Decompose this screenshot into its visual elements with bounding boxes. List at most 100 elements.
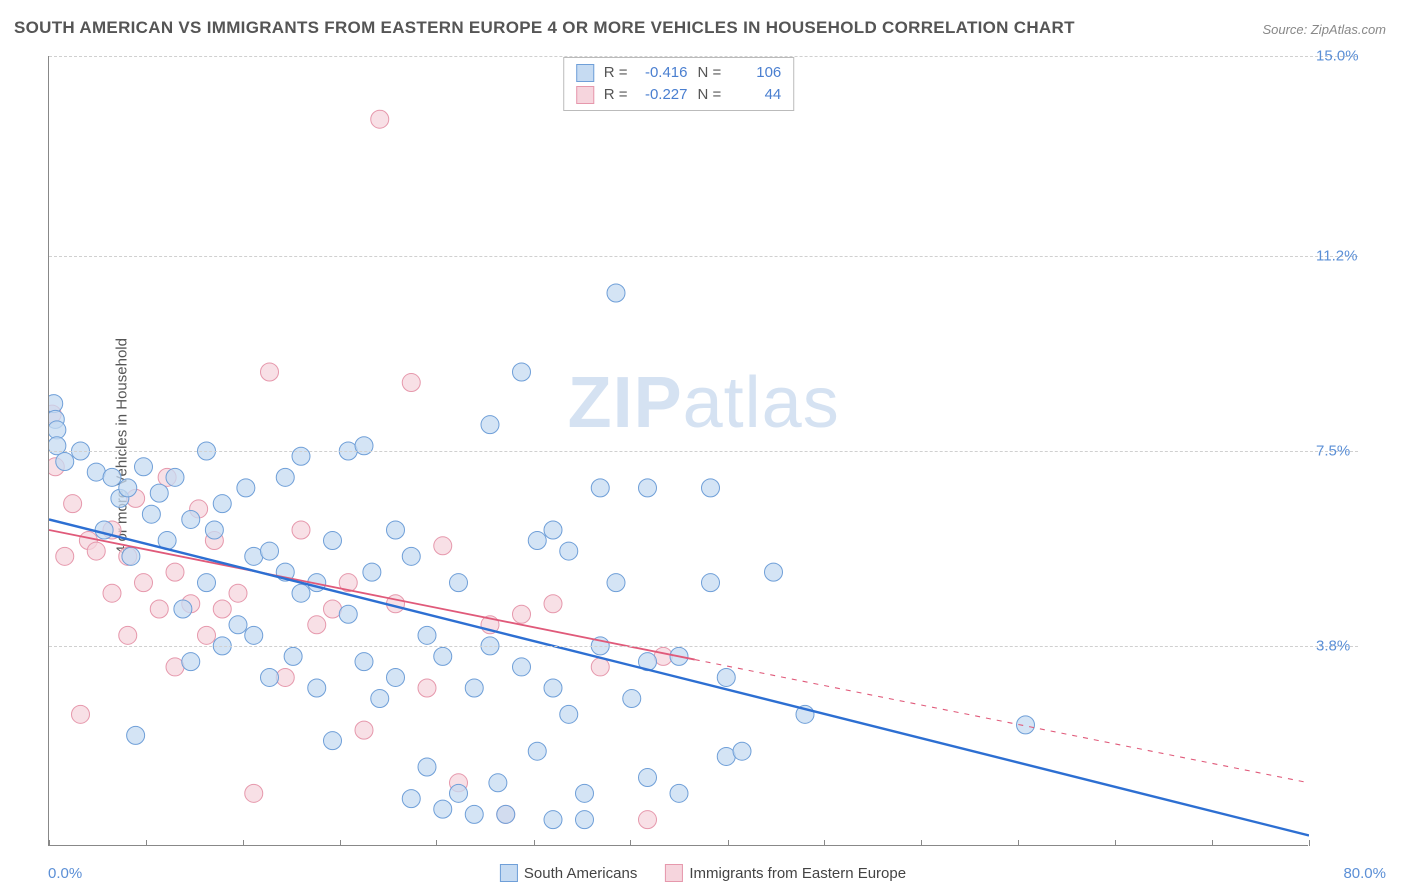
legend-bottom: South Americans Immigrants from Eastern … [500,864,906,882]
data-point-s1 [237,479,255,497]
data-point-s2 [497,805,515,823]
n-value-2: 44 [731,84,781,106]
data-point-s1 [276,468,294,486]
gridline-h [49,451,1358,452]
legend-item-2: Immigrants from Eastern Europe [665,864,906,882]
x-tick [630,840,631,846]
data-point-s1 [639,769,657,787]
data-point-s1 [402,790,420,808]
data-point-s1 [717,668,735,686]
x-tick [340,840,341,846]
data-point-s1 [402,547,420,565]
data-point-s2 [591,658,609,676]
data-point-s2 [308,616,326,634]
data-point-s1 [560,705,578,723]
data-point-s2 [119,626,137,644]
data-point-s1 [150,484,168,502]
data-point-s2 [261,363,279,381]
data-point-s2 [418,679,436,697]
data-point-s2 [450,774,468,792]
n-label: N = [698,62,722,84]
data-point-s1 [1017,716,1035,734]
data-point-s2 [182,595,200,613]
data-point-s1 [324,732,342,750]
data-point-s1 [182,653,200,671]
data-point-s2 [434,537,452,555]
x-tick [728,840,729,846]
swatch-series1 [500,864,518,882]
data-point-s1 [245,626,263,644]
data-point-s1 [481,416,499,434]
data-point-s1 [229,616,247,634]
x-tick [921,840,922,846]
swatch-series2 [665,864,683,882]
data-point-s1 [49,410,64,428]
data-point-s1 [418,626,436,644]
data-point-s1 [182,510,200,528]
chart-title: SOUTH AMERICAN VS IMMIGRANTS FROM EASTER… [14,18,1075,38]
data-point-s2 [79,532,97,550]
data-point-s1 [702,574,720,592]
data-point-s2 [544,595,562,613]
data-point-s1 [639,653,657,671]
stats-row-2: R = -0.227 N = 44 [576,84,782,106]
swatch-series1 [576,64,594,82]
legend-label-2: Immigrants from Eastern Europe [689,865,906,882]
plot-area: ZIPatlas R = -0.416 N = 106 R = -0.227 N… [48,56,1308,846]
x-tick [534,840,535,846]
stats-legend-box: R = -0.416 N = 106 R = -0.227 N = 44 [563,57,795,111]
x-axis-max-label: 80.0% [1343,865,1386,882]
r-value-1: -0.416 [638,62,688,84]
data-point-s1 [174,600,192,618]
data-point-s2 [72,705,90,723]
y-tick-label: 11.2% [1316,248,1396,265]
trendline-extrapolated [695,660,1309,783]
y-tick-label: 7.5% [1316,443,1396,460]
data-point-s2 [481,616,499,634]
x-tick [1018,840,1019,846]
stats-row-1: R = -0.416 N = 106 [576,62,782,84]
data-point-s1 [111,489,129,507]
x-tick [436,840,437,846]
legend-item-1: South Americans [500,864,637,882]
swatch-series2 [576,86,594,104]
data-point-s1 [276,563,294,581]
x-tick [1115,840,1116,846]
data-point-s1 [670,647,688,665]
data-point-s1 [371,690,389,708]
data-point-s2 [64,495,82,513]
trendline [49,519,1309,835]
data-point-s2 [276,668,294,686]
data-point-s2 [229,584,247,602]
data-point-s1 [434,647,452,665]
data-point-s2 [56,547,74,565]
data-point-s1 [450,574,468,592]
data-point-s1 [387,521,405,539]
data-point-s1 [119,479,137,497]
data-point-s1 [122,547,140,565]
data-point-s1 [49,437,66,455]
y-tick-label: 15.0% [1316,48,1396,65]
source-label: Source: ZipAtlas.com [1262,22,1386,37]
data-point-s2 [205,532,223,550]
data-point-s1 [544,521,562,539]
data-point-s1 [465,679,483,697]
data-point-s1 [717,747,735,765]
data-point-s1 [450,784,468,802]
data-point-s1 [607,574,625,592]
data-point-s1 [292,447,310,465]
data-point-s1 [513,658,531,676]
data-point-s1 [103,468,121,486]
y-tick-label: 3.8% [1316,637,1396,654]
data-point-s2 [402,374,420,392]
data-point-s1 [796,705,814,723]
data-point-s1 [765,563,783,581]
data-point-s2 [324,600,342,618]
data-point-s1 [497,805,515,823]
data-point-s1 [355,437,373,455]
data-point-s1 [560,542,578,560]
data-point-s2 [158,468,176,486]
data-point-s1 [576,784,594,802]
data-point-s1 [733,742,751,760]
data-point-s1 [87,463,105,481]
